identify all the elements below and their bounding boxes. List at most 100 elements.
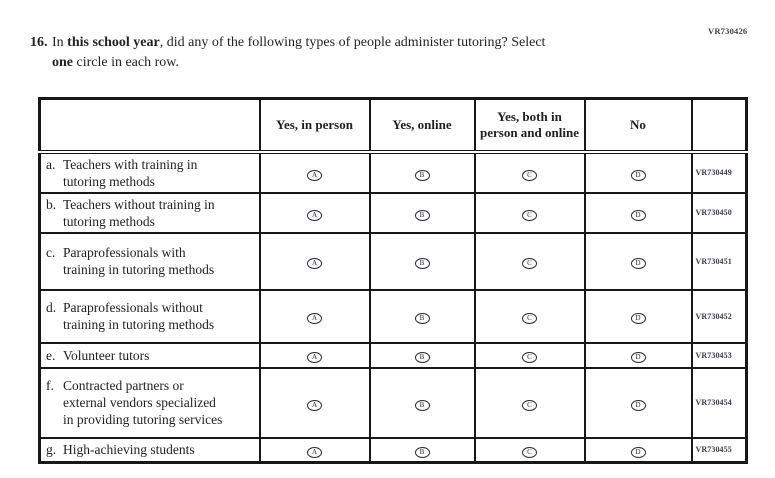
option-cell-no: D bbox=[583, 436, 693, 464]
answer-bubble-b[interactable]: B bbox=[414, 169, 430, 181]
answer-bubble-d[interactable]: D bbox=[630, 399, 646, 411]
option-cell-yes-online: B bbox=[368, 341, 476, 369]
option-cell-yes-both: C bbox=[473, 191, 586, 234]
option-cell-yes-both: C bbox=[473, 288, 586, 344]
table-row-f: f. Contracted partners or external vendor… bbox=[38, 366, 748, 439]
answer-bubble-b[interactable]: B bbox=[414, 399, 430, 411]
row-vr-code: VR730449 bbox=[690, 150, 748, 194]
option-cell-no: D bbox=[583, 231, 693, 291]
option-cell-yes-in-person: A bbox=[258, 288, 371, 344]
row-vr-code: VR730451 bbox=[690, 231, 748, 291]
row-label: Contracted partners or external vendors … bbox=[63, 378, 223, 427]
answer-bubble-a[interactable]: A bbox=[307, 399, 322, 411]
answer-bubble-a[interactable]: A bbox=[307, 446, 322, 458]
column-header-yes-online: Yes, online bbox=[368, 97, 476, 154]
answer-bubble-d[interactable]: D bbox=[630, 313, 646, 324]
answer-bubble-a[interactable]: A bbox=[307, 209, 322, 221]
question-text-segment: circle in each row. bbox=[73, 54, 179, 70]
row-label-cell: g. High-achieving students bbox=[38, 436, 261, 464]
option-cell-yes-online: B bbox=[368, 288, 476, 344]
row-label: Teachers without training in tutoring me… bbox=[63, 196, 215, 229]
column-header-yes-in-person: Yes, in person bbox=[258, 97, 371, 154]
row-label-cell: a. Teachers with training in tutoring met… bbox=[38, 150, 261, 194]
row-vr-code: VR730453 bbox=[690, 341, 748, 369]
row-label: Teachers with training in tutoring metho… bbox=[63, 156, 198, 189]
row-letter: a. bbox=[46, 156, 56, 172]
option-cell-no: D bbox=[583, 341, 693, 369]
row-vr-code: VR730454 bbox=[690, 366, 748, 439]
answer-bubble-d[interactable]: D bbox=[630, 258, 646, 269]
row-letter: e. bbox=[46, 347, 56, 363]
option-cell-no: D bbox=[583, 288, 693, 344]
header-row: Yes, in person Yes, online Yes, both in … bbox=[38, 97, 748, 154]
table-row-c: c. Paraprofessionals with training in tut… bbox=[38, 231, 748, 291]
option-cell-yes-in-person: A bbox=[258, 341, 371, 369]
answer-bubble-c[interactable]: C bbox=[522, 446, 537, 458]
answer-bubble-d[interactable]: D bbox=[630, 169, 646, 181]
answer-bubble-d[interactable]: D bbox=[630, 352, 646, 363]
answer-bubble-d[interactable]: D bbox=[630, 446, 646, 458]
answer-bubble-a[interactable]: A bbox=[307, 169, 322, 181]
row-vr-code: VR730455 bbox=[690, 436, 748, 464]
option-cell-yes-online: B bbox=[368, 150, 476, 194]
row-label-cell: f. Contracted partners or external vendor… bbox=[38, 366, 261, 439]
form-code-top: VR730426 bbox=[708, 26, 748, 36]
table-row-d: d. Paraprofessionals without training in … bbox=[38, 288, 748, 344]
option-cell-no: D bbox=[583, 191, 693, 234]
option-cell-no: D bbox=[583, 150, 693, 194]
table-row-a: a. Teachers with training in tutoring met… bbox=[38, 150, 748, 194]
row-vr-code: VR730452 bbox=[690, 288, 748, 344]
question-16: 16. In this school year, did any of the … bbox=[30, 33, 677, 73]
option-cell-yes-both: C bbox=[473, 341, 586, 369]
row-label-column-header bbox=[38, 97, 261, 154]
row-label: Paraprofessionals without training in tu… bbox=[63, 300, 215, 332]
answer-bubble-c[interactable]: C bbox=[522, 169, 537, 181]
row-letter: b. bbox=[46, 196, 57, 212]
row-letter: g. bbox=[46, 442, 57, 458]
option-cell-yes-in-person: A bbox=[258, 231, 371, 291]
row-letter: d. bbox=[46, 300, 57, 315]
answer-bubble-c[interactable]: C bbox=[522, 313, 537, 324]
option-cell-yes-online: B bbox=[368, 191, 476, 234]
row-vr-code: VR730450 bbox=[690, 191, 748, 234]
question-text-segment: , did any of the following types of peop… bbox=[159, 35, 546, 50]
option-cell-yes-both: C bbox=[473, 366, 586, 439]
answer-bubble-b[interactable]: B bbox=[414, 352, 430, 363]
table-row-g: g. High-achieving students A B C D VR7304… bbox=[38, 436, 748, 464]
answer-bubble-b[interactable]: B bbox=[414, 446, 430, 458]
option-cell-yes-in-person: A bbox=[258, 150, 371, 194]
question-text-bold-one: one bbox=[52, 54, 73, 70]
question-text-segment: In bbox=[52, 35, 68, 50]
option-cell-yes-online: B bbox=[368, 231, 476, 291]
answer-bubble-a[interactable]: A bbox=[307, 313, 322, 324]
answer-bubble-a[interactable]: A bbox=[307, 258, 322, 269]
answer-bubble-c[interactable]: C bbox=[522, 399, 537, 411]
code-column-header bbox=[690, 97, 748, 154]
answer-bubble-a[interactable]: A bbox=[307, 352, 322, 363]
answer-bubble-b[interactable]: B bbox=[414, 258, 430, 269]
row-label: Volunteer tutors bbox=[63, 347, 150, 363]
answer-bubble-c[interactable]: C bbox=[522, 209, 537, 221]
option-cell-yes-both: C bbox=[473, 231, 586, 291]
column-header-yes-both: Yes, both in person and online bbox=[473, 97, 586, 154]
row-letter: f. bbox=[46, 378, 54, 393]
answer-bubble-b[interactable]: B bbox=[414, 313, 430, 324]
answer-bubble-b[interactable]: B bbox=[414, 209, 430, 221]
question-number: 16. bbox=[30, 35, 48, 50]
row-label: Paraprofessionals with training in tutor… bbox=[63, 245, 215, 277]
tutoring-administrators-table: Yes, in person Yes, online Yes, both in … bbox=[38, 97, 748, 464]
column-header-no: No bbox=[583, 97, 693, 154]
row-label-cell: b. Teachers without training in tutoring … bbox=[38, 191, 261, 234]
option-cell-yes-online: B bbox=[368, 436, 476, 464]
answer-bubble-c[interactable]: C bbox=[522, 352, 537, 363]
option-cell-yes-in-person: A bbox=[258, 191, 371, 234]
row-label-cell: d. Paraprofessionals without training in … bbox=[38, 288, 261, 344]
answer-bubble-c[interactable]: C bbox=[522, 258, 537, 269]
answer-bubble-d[interactable]: D bbox=[630, 209, 646, 221]
row-label: High-achieving students bbox=[63, 442, 195, 458]
option-cell-yes-in-person: A bbox=[258, 366, 371, 439]
row-letter: c. bbox=[46, 245, 56, 260]
row-label-cell: c. Paraprofessionals with training in tut… bbox=[38, 231, 261, 291]
option-cell-yes-online: B bbox=[368, 366, 476, 439]
